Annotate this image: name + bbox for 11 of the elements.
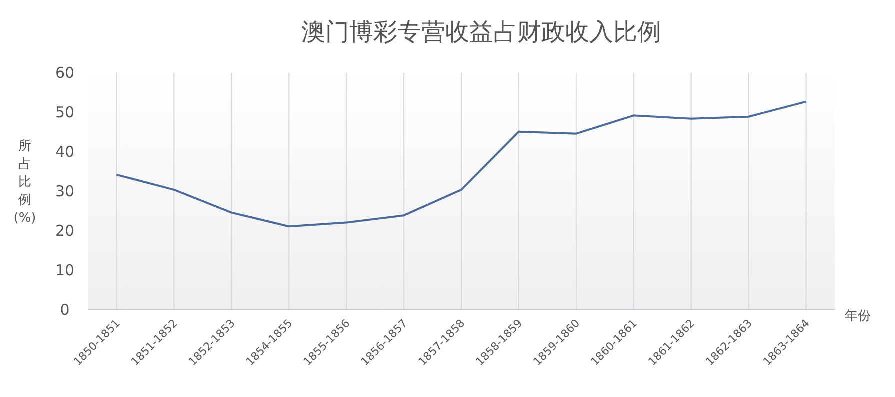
y-axis-title: 所占比例(%) xyxy=(14,139,36,226)
line-series xyxy=(116,100,808,228)
chart-title: 澳门博彩专营收益占财政收入比例 xyxy=(302,18,662,46)
y-tick-label: 20 xyxy=(55,222,75,240)
x-axis-title: 年份 xyxy=(845,309,871,324)
y-tick-label: 0 xyxy=(60,301,70,319)
y-tick-label: 10 xyxy=(55,262,75,280)
y-tick-label: 60 xyxy=(55,64,75,82)
y-tick-label: 40 xyxy=(55,143,75,161)
y-tick-label: 50 xyxy=(55,104,75,122)
y-tick-label: 30 xyxy=(55,182,75,200)
